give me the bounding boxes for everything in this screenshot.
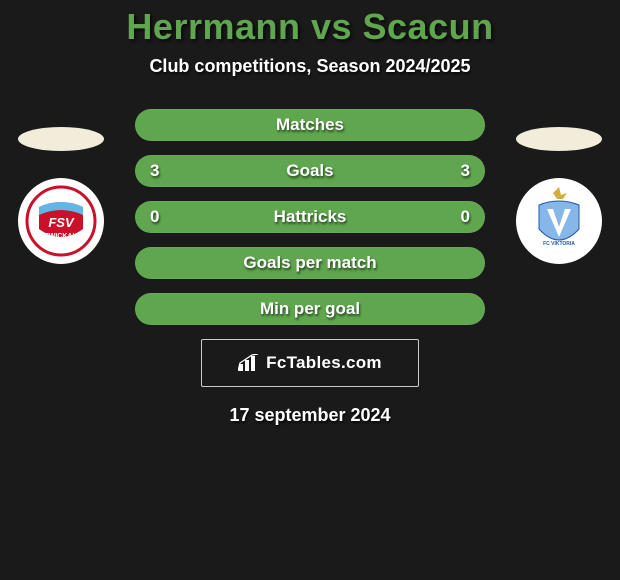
branding-text: FcTables.com xyxy=(266,353,382,373)
branding-box: FcTables.com xyxy=(201,339,419,387)
svg-text:ZWICKAU: ZWICKAU xyxy=(44,233,77,240)
fsv-zwickau-crest: FSV ZWICKAU xyxy=(18,178,104,264)
svg-text:FSV: FSV xyxy=(48,215,75,230)
stat-label: Matches xyxy=(136,115,484,135)
bar-chart-icon xyxy=(238,354,260,372)
player-right-oval xyxy=(516,127,602,151)
player-left-oval xyxy=(18,127,104,151)
stat-label: Min per goal xyxy=(136,299,484,319)
viktoria-berlin-crest: FC VIKTORIA xyxy=(516,178,602,264)
svg-text:FC VIKTORIA: FC VIKTORIA xyxy=(543,241,575,247)
stat-label: Goals per match xyxy=(136,253,484,273)
page-title: Herrmann vs Scacun xyxy=(0,6,620,48)
crest-right-svg: FC VIKTORIA xyxy=(523,185,595,257)
date-text: 17 september 2024 xyxy=(0,405,620,426)
stat-label: Hattricks xyxy=(136,207,484,227)
stat-row-hattricks: 0 Hattricks 0 xyxy=(135,201,485,233)
subtitle: Club competitions, Season 2024/2025 xyxy=(0,56,620,77)
stat-row-matches: Matches xyxy=(135,109,485,141)
stat-label: Goals xyxy=(136,161,484,181)
stat-right-value: 0 xyxy=(461,207,470,227)
stat-row-goals-per-match: Goals per match xyxy=(135,247,485,279)
stat-right-value: 3 xyxy=(461,161,470,181)
stat-row-min-per-goal: Min per goal xyxy=(135,293,485,325)
crest-left-svg: FSV ZWICKAU xyxy=(25,185,97,257)
stat-row-goals: 3 Goals 3 xyxy=(135,155,485,187)
stats-column: Matches 3 Goals 3 0 Hattricks 0 Goals pe… xyxy=(135,109,485,325)
comparison-card: Herrmann vs Scacun Club competitions, Se… xyxy=(0,0,620,580)
